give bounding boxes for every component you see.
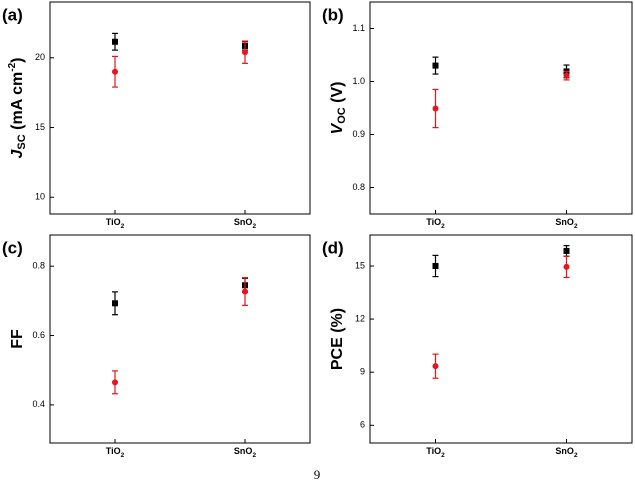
x-tick-label: TiO2 <box>106 446 125 458</box>
y-tick-label: 0.4 <box>32 399 45 409</box>
y-tick-label: 12 <box>355 313 365 323</box>
data-point <box>112 379 118 386</box>
panel-label: (a) <box>2 5 23 24</box>
data-point <box>432 105 439 112</box>
x-tick-label: TiO2 <box>426 446 445 458</box>
y-tick-label: 20 <box>35 52 45 62</box>
page-number: 9 <box>314 467 321 482</box>
data-point <box>242 288 248 295</box>
data-point <box>112 68 118 75</box>
x-tick-label: SnO2 <box>234 446 257 458</box>
y-label-part: (V) <box>329 82 346 108</box>
plot-frame <box>369 234 633 444</box>
plot-frame <box>49 1 311 215</box>
plot-frame <box>369 1 633 215</box>
y-label-part: (mA cm <box>9 72 26 135</box>
panel-label: (c) <box>2 238 23 257</box>
y-label-part: FF <box>9 329 26 349</box>
x-tick-label: SnO2 <box>555 446 578 458</box>
data-point <box>563 263 570 270</box>
y-label-part: OC <box>336 107 348 124</box>
data-point <box>112 38 118 45</box>
y-label-part: PCE (%) <box>329 308 346 370</box>
y-tick-label: 15 <box>35 122 45 132</box>
y-tick-label: 0.9 <box>352 129 365 139</box>
y-tick-label: 15 <box>355 260 365 270</box>
panel-label: (b) <box>322 5 344 24</box>
plot-frame <box>49 234 311 444</box>
x-tick-label: TiO2 <box>426 217 445 229</box>
data-point <box>112 300 118 307</box>
y-tick-label: 1.1 <box>352 23 365 33</box>
y-tick-label: 10 <box>35 192 45 202</box>
x-tick-label: TiO2 <box>106 217 125 229</box>
y-axis-label: JSC (mA cm-2) <box>7 58 28 159</box>
y-tick-label: 1.0 <box>352 76 365 86</box>
y-label-part: -2 <box>7 62 18 71</box>
data-point <box>242 49 248 56</box>
x-tick-label: SnO2 <box>555 217 578 229</box>
y-tick-label: 0.8 <box>32 261 45 271</box>
y-label-part: J <box>9 148 26 158</box>
y-axis-label: VOC (V) <box>329 82 348 135</box>
y-tick-label: 0.8 <box>352 182 365 192</box>
data-point <box>563 72 570 79</box>
y-tick-label: 0.6 <box>32 330 45 340</box>
data-point <box>563 247 570 254</box>
x-tick-label: SnO2 <box>234 217 257 229</box>
data-point <box>432 62 439 69</box>
y-label-part: V <box>329 122 346 134</box>
y-tick-label: 6 <box>360 420 365 430</box>
data-point <box>432 262 439 269</box>
panel-label: (d) <box>322 238 344 257</box>
y-axis-label: PCE (%) <box>329 308 346 370</box>
y-label-part: SC <box>16 134 28 149</box>
y-axis-label: FF <box>9 329 26 349</box>
y-tick-label: 9 <box>360 367 365 377</box>
data-point <box>432 363 439 370</box>
y-label-part: ) <box>9 58 26 63</box>
